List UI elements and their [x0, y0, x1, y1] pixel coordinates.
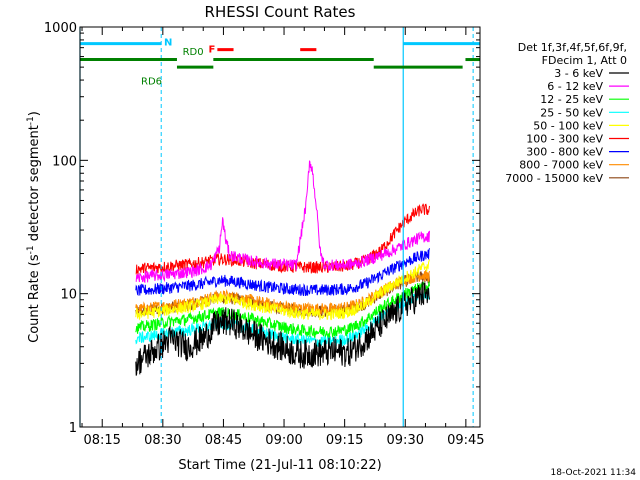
decimation-label-rd0: RD0 [183, 47, 204, 58]
x-tick-label: 09:15 [326, 433, 363, 448]
y-tick-label: 10 [60, 288, 77, 303]
legend-header-line-2: FDecim 1, Att 0 [542, 54, 627, 67]
x-tick-label: 08:45 [205, 433, 242, 448]
y-axis-label-sup2: -1 [26, 116, 36, 125]
series-line-50-100-kev [135, 259, 430, 321]
legend-label-4: 25 - 50 keV [540, 106, 603, 119]
y-axis-label: Count Rate (s-1 detector segment-1) [26, 111, 42, 343]
series-layer [135, 160, 430, 376]
x-axis-label: Start Time (21-Jul-11 08:10:22) [178, 458, 381, 473]
legend-label-3: 12 - 25 keV [540, 93, 603, 106]
y-tick-label: 1000 [44, 21, 77, 36]
legend-label-6: 100 - 300 keV [526, 133, 603, 146]
y-axis-label-part2: detector segment [27, 125, 42, 245]
legend-label-7: 300 - 800 keV [526, 146, 603, 159]
x-tick-label: 09:30 [387, 433, 424, 448]
y-tick-label: 1 [69, 421, 77, 436]
x-tick-label: 08:30 [144, 433, 181, 448]
legend: Det 1f,3f,4f,5f,6f,9f,FDecim 1, Att 03 -… [505, 41, 629, 185]
render-timestamp: 18-Oct-2021 11:34 [551, 468, 637, 478]
series-line-3-6-kev [135, 281, 430, 376]
axes-layer: 08:15 08:30 08:45 09:00 09:15 09:30 09:45 1 10 10… [44, 21, 485, 448]
plot-frame [79, 26, 481, 428]
chart-title: RHESSI Count Rates [205, 3, 356, 21]
x-tick-label: 09:45 [447, 433, 484, 448]
y-axis-label-part3: ) [27, 111, 42, 116]
y-tick-label: 100 [52, 154, 77, 169]
night-label: N [164, 38, 172, 49]
legend-label-5: 50 - 100 keV [533, 119, 603, 132]
series-line-12-25-kev [135, 281, 430, 339]
decimation-label-rd6: RD6 [141, 77, 162, 88]
flare-flag-label: F [208, 45, 215, 56]
legend-label-9: 7000 - 15000 keV [505, 172, 603, 185]
series-line-6-12-kev [135, 160, 430, 283]
x-tick-label: 08:15 [83, 433, 120, 448]
legend-label-8: 800 - 7000 keV [519, 159, 603, 172]
legend-label-2: 6 - 12 keV [547, 80, 603, 93]
y-axis-label-part1: Count Rate (s [27, 254, 42, 343]
x-tick-label: 09:00 [265, 433, 302, 448]
legend-label-1: 3 - 6 keV [554, 67, 603, 80]
y-axis-label-sup1: -1 [26, 245, 36, 254]
legend-header-line-1: Det 1f,3f,4f,5f,6f,9f, [518, 41, 627, 54]
series-line-300-800-kev [135, 248, 430, 296]
